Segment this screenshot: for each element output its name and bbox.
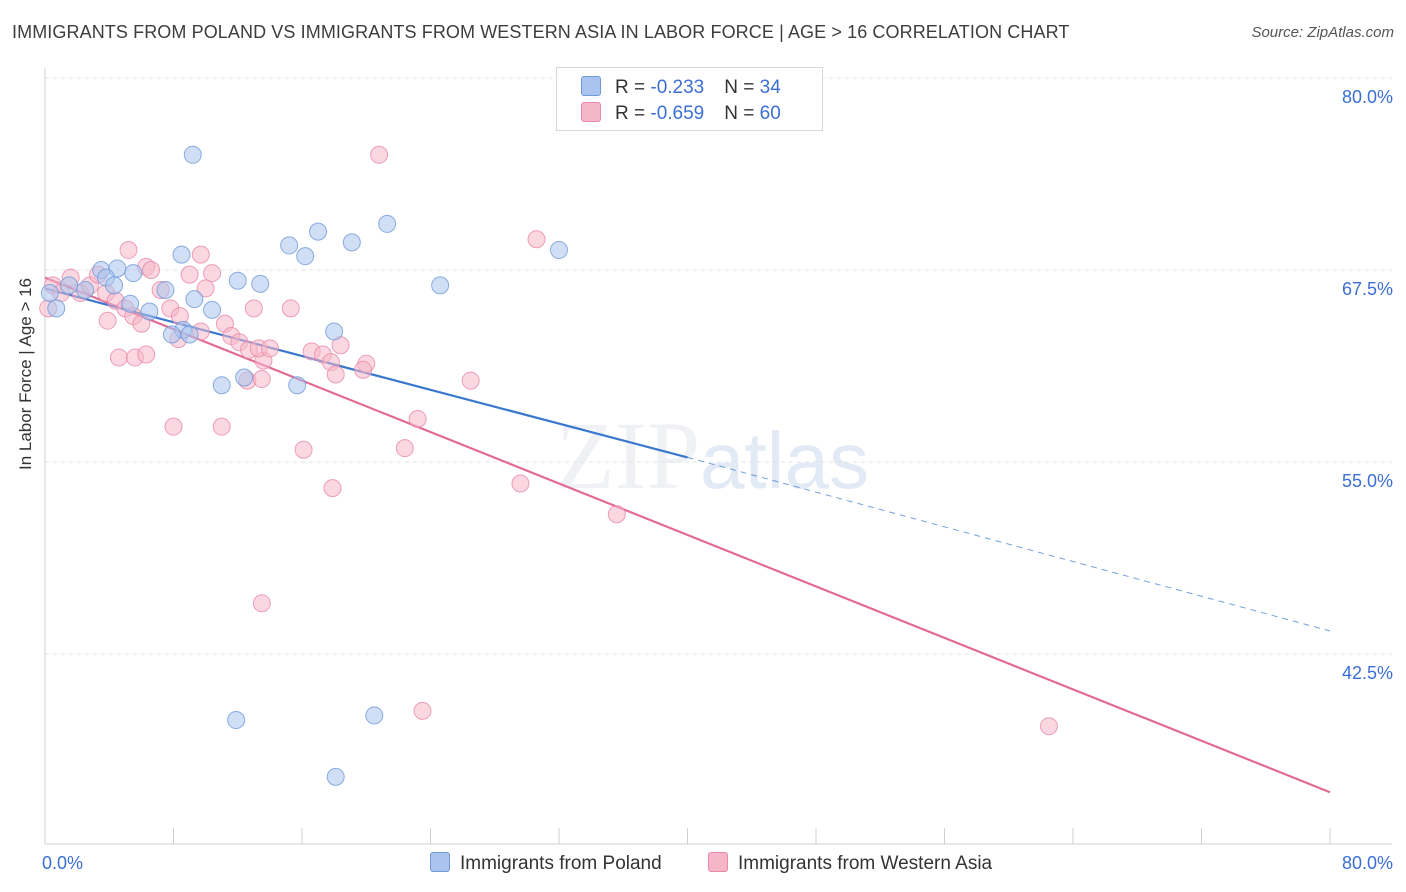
western-asia-point [109, 348, 128, 367]
poland-point [280, 236, 299, 255]
poland-legend-swatch [430, 852, 450, 872]
poland-point [60, 276, 79, 295]
western-asia-swatch [581, 102, 601, 122]
western-asia-point [607, 505, 626, 524]
poland-point [183, 145, 202, 164]
western-asia-point [413, 701, 432, 720]
poland-swatch [581, 76, 601, 96]
western-asia-point [461, 371, 480, 390]
western-asia-legend-label: Immigrants from Western Asia [738, 853, 993, 874]
poland-point [325, 322, 344, 341]
source-label: Source: ZipAtlas.com [1251, 24, 1394, 41]
stats-legend: R = -0.233 N = 34 R = -0.659 N = 60 [556, 67, 823, 131]
poland-point [172, 245, 191, 264]
poland-point [76, 280, 95, 299]
poland-point [185, 290, 204, 309]
poland-point [228, 271, 247, 290]
western-asia-point [252, 594, 271, 613]
poland-point [309, 222, 328, 241]
grid-lines [45, 77, 1392, 655]
poland-n-label: N = [724, 77, 760, 98]
poland-n-value: 34 [759, 77, 781, 98]
western-asia-point [119, 241, 138, 260]
poland-point [431, 276, 450, 295]
western-asia-point [326, 365, 345, 384]
western-asia-point [1039, 717, 1058, 736]
y-tick-label: 80.0% [1342, 87, 1393, 107]
western-asia-point [408, 409, 427, 428]
western-asia-point [98, 311, 117, 330]
x-tick-label: 0.0% [42, 853, 83, 873]
poland-point [124, 264, 143, 283]
western-asia-r-value: -0.659 [650, 103, 705, 124]
western-asia-point [395, 439, 414, 458]
poland-point [550, 241, 568, 260]
legend-item-poland: Immigrants from Poland [430, 852, 662, 875]
y-axis-label: In Labor Force | Age > 16 [16, 277, 35, 470]
poland-trendline-extension [687, 456, 1331, 632]
chart-title: IMMIGRANTS FROM POLAND VS IMMIGRANTS FRO… [12, 22, 1070, 42]
poland-point [227, 711, 246, 730]
legend-row-poland: R = -0.233 N = 34 [581, 76, 781, 102]
western-asia-point [354, 360, 373, 379]
poland-point [235, 368, 254, 387]
axes [44, 68, 1392, 845]
x-tick-label: 80.0% [1342, 853, 1393, 873]
legend-row-western-asia: R = -0.659 N = 60 [581, 102, 781, 128]
poland-legend-label: Immigrants from Poland [460, 853, 662, 874]
poland-point [288, 376, 307, 395]
poland-point [121, 294, 140, 313]
poland-r-label: R = [615, 77, 651, 98]
y-tick-label: 55.0% [1342, 471, 1393, 491]
western-asia-point [191, 245, 210, 264]
western-asia-legend-swatch [708, 852, 728, 872]
legend-item-western-asia: Immigrants from Western Asia [708, 852, 992, 875]
western-asia-point [323, 479, 342, 498]
western-asia-point [527, 230, 546, 249]
poland-point [40, 284, 59, 303]
poland-r-value: -0.233 [650, 77, 705, 98]
watermark-atlas: atlas [700, 416, 869, 505]
western-asia-point [212, 417, 231, 436]
poland-point [212, 376, 231, 395]
poland-point [180, 325, 199, 344]
western-asia-r-label: R = [615, 103, 651, 124]
data-points [39, 145, 1058, 786]
poland-point [326, 767, 345, 786]
western-asia-n-label: N = [724, 103, 760, 124]
y-tick-label: 42.5% [1342, 663, 1393, 683]
western-asia-point [260, 339, 279, 358]
poland-point [156, 280, 175, 299]
poland-point [47, 299, 66, 318]
poland-point [342, 233, 361, 252]
poland-point [162, 325, 181, 344]
poland-point [105, 276, 124, 295]
western-asia-point [164, 417, 183, 436]
poland-point [378, 214, 397, 233]
western-asia-point [142, 261, 161, 279]
western-asia-point [196, 279, 215, 298]
poland-point [203, 300, 222, 319]
tick-labels: 42.5% 55.0% 67.5% 80.0% 0.0% 80.0% [42, 87, 1393, 873]
western-asia-point [511, 474, 530, 493]
western-asia-point [180, 265, 199, 284]
western-asia-point [137, 345, 156, 364]
poland-point [140, 302, 159, 321]
western-asia-point [370, 145, 389, 164]
poland-point [251, 274, 270, 293]
western-asia-point [294, 440, 313, 459]
western-asia-point [244, 299, 263, 318]
western-asia-n-value: 60 [759, 103, 781, 124]
poland-point [296, 247, 315, 266]
western-asia-point [252, 370, 271, 389]
poland-point [365, 706, 384, 725]
y-tick-label: 67.5% [1342, 279, 1393, 299]
western-asia-point [203, 264, 222, 283]
western-asia-point [281, 299, 300, 318]
